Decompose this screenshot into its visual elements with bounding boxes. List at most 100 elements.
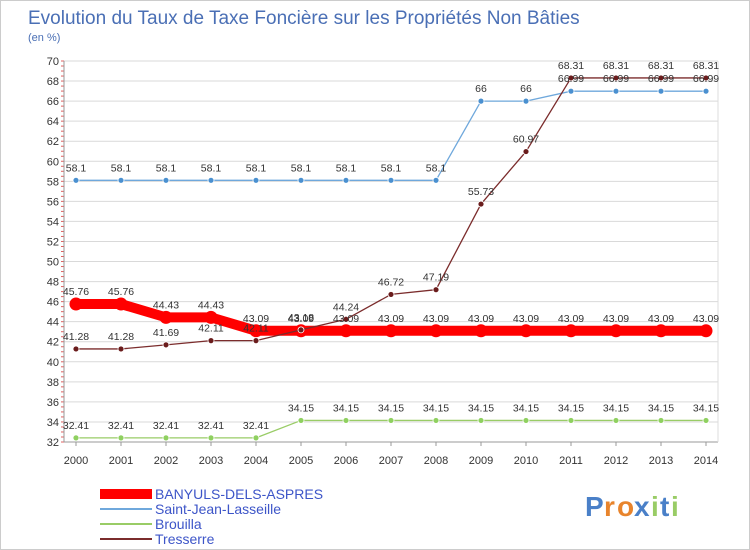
series-point-0 bbox=[339, 324, 353, 338]
x-tick-label: 2009 bbox=[469, 455, 493, 467]
data-label-3: 41.28 bbox=[108, 331, 134, 343]
y-tick-label: 40 bbox=[47, 357, 59, 369]
series-point-0 bbox=[69, 297, 83, 311]
data-label-3: 42.11 bbox=[198, 323, 224, 335]
data-label-2: 34.15 bbox=[423, 402, 449, 414]
series-point-3 bbox=[477, 200, 485, 208]
data-label-0: 43.09 bbox=[468, 313, 494, 325]
data-label-0: 43.09 bbox=[243, 313, 269, 325]
series-point-0 bbox=[204, 310, 218, 324]
series-point-3 bbox=[702, 74, 710, 82]
data-label-1: 66.99 bbox=[558, 73, 584, 85]
y-tick-label: 60 bbox=[47, 156, 59, 168]
brand-letter: i bbox=[651, 491, 659, 522]
data-label-3: 43.18 bbox=[288, 312, 314, 324]
series-point-2 bbox=[387, 417, 395, 424]
y-tick-label: 52 bbox=[47, 236, 59, 248]
data-label-1: 58.1 bbox=[426, 162, 447, 174]
x-tick-label: 2005 bbox=[289, 455, 313, 467]
series-point-2 bbox=[657, 417, 665, 424]
y-tick-label: 66 bbox=[47, 96, 59, 108]
series-point-0 bbox=[699, 324, 713, 338]
y-tick-label: 32 bbox=[47, 437, 59, 449]
x-tick-label: 2008 bbox=[424, 455, 448, 467]
y-tick-label: 64 bbox=[47, 116, 59, 128]
series-point-1 bbox=[72, 176, 80, 184]
data-label-0: 43.09 bbox=[423, 313, 449, 325]
x-tick-label: 2014 bbox=[694, 455, 718, 467]
data-label-2: 32.41 bbox=[198, 420, 224, 432]
series-point-2 bbox=[207, 434, 215, 442]
data-label-3: 42.11 bbox=[243, 323, 269, 335]
series-point-1 bbox=[252, 176, 260, 184]
y-tick-label: 46 bbox=[47, 297, 59, 309]
series-point-0 bbox=[519, 324, 533, 338]
data-label-3: 68.31 bbox=[558, 60, 584, 72]
chart-title: Evolution du Taux de Taxe Foncière sur l… bbox=[28, 8, 580, 29]
series-point-2 bbox=[297, 417, 305, 424]
brand-letter: r bbox=[604, 491, 615, 522]
data-label-1: 66 bbox=[520, 83, 532, 95]
data-label-3: 44.24 bbox=[333, 301, 359, 313]
x-tick-label: 2011 bbox=[559, 455, 583, 467]
data-label-2: 34.15 bbox=[603, 402, 629, 414]
series-point-0 bbox=[609, 324, 623, 338]
y-tick-label: 42 bbox=[47, 337, 59, 349]
series-point-0 bbox=[249, 324, 263, 338]
y-tick-label: 54 bbox=[47, 216, 59, 228]
data-label-3: 55.73 bbox=[468, 186, 494, 198]
data-label-2: 34.15 bbox=[378, 402, 404, 414]
data-label-0: 44.43 bbox=[153, 299, 179, 311]
data-label-3: 68.31 bbox=[693, 60, 719, 72]
data-label-2: 34.15 bbox=[693, 402, 719, 414]
y-tick-label: 38 bbox=[47, 377, 59, 389]
series-point-2 bbox=[522, 417, 530, 424]
brand-letter: o bbox=[617, 491, 634, 522]
series-point-1 bbox=[387, 176, 395, 184]
data-label-0: 43.09 bbox=[648, 313, 674, 325]
series-point-3 bbox=[432, 286, 440, 294]
data-label-1: 66.99 bbox=[648, 73, 674, 85]
y-tick-label: 50 bbox=[47, 257, 59, 269]
series-point-1 bbox=[342, 176, 350, 184]
y-tick-label: 68 bbox=[47, 76, 59, 88]
x-tick-label: 2003 bbox=[199, 455, 223, 467]
series-point-2 bbox=[702, 417, 710, 424]
series-point-2 bbox=[162, 434, 170, 442]
legend-label-2: Brouilla bbox=[155, 516, 202, 532]
series-point-0 bbox=[654, 324, 668, 338]
series-point-1 bbox=[567, 87, 575, 95]
x-tick-label: 2010 bbox=[514, 455, 538, 467]
series-point-1 bbox=[162, 176, 170, 184]
series-point-1 bbox=[297, 176, 305, 184]
data-label-0: 43.09 bbox=[513, 313, 539, 325]
series-point-0 bbox=[564, 324, 578, 338]
series-point-1 bbox=[522, 97, 530, 105]
series-point-1 bbox=[432, 176, 440, 184]
data-label-0: 43.09 bbox=[558, 313, 584, 325]
series-point-2 bbox=[432, 417, 440, 424]
data-label-0: 43.09 bbox=[603, 313, 629, 325]
data-label-0: 43.09 bbox=[333, 313, 359, 325]
series-point-3 bbox=[252, 337, 260, 345]
series-point-3 bbox=[207, 337, 215, 345]
data-label-2: 34.15 bbox=[558, 402, 584, 414]
data-label-1: 58.1 bbox=[336, 162, 357, 174]
series-point-0 bbox=[429, 324, 443, 338]
series bbox=[69, 74, 713, 442]
series-point-2 bbox=[252, 434, 260, 442]
x-tick-label: 2001 bbox=[109, 455, 133, 467]
brand-letter: i bbox=[671, 491, 679, 522]
series-point-1 bbox=[657, 87, 665, 95]
series-point-1 bbox=[477, 97, 485, 105]
brand-letter: P bbox=[585, 491, 604, 522]
data-label-3: 68.31 bbox=[603, 60, 629, 72]
legend-label-3: Tresserre bbox=[155, 531, 215, 547]
data-label-2: 32.41 bbox=[153, 420, 179, 432]
data-label-3: 47.19 bbox=[423, 272, 449, 284]
series-point-1 bbox=[612, 87, 620, 95]
brand-letter: x bbox=[634, 491, 650, 522]
data-label-1: 58.1 bbox=[66, 162, 87, 174]
data-label-2: 32.41 bbox=[108, 420, 134, 432]
